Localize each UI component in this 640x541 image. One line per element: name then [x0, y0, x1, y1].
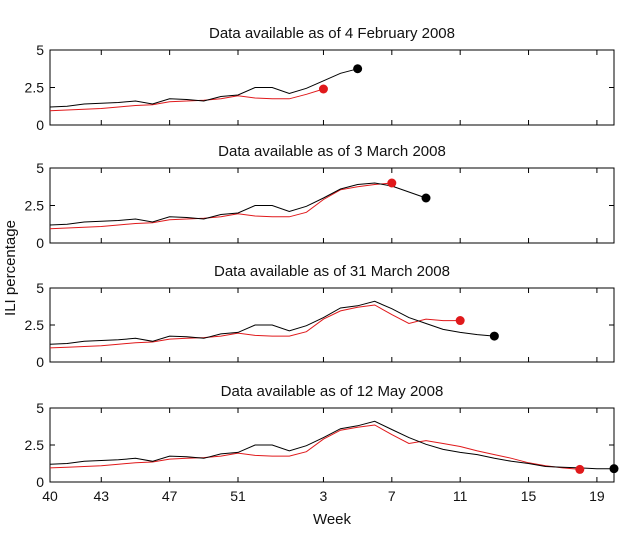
panel-frame: [49, 167, 615, 244]
black-marker: [489, 331, 499, 341]
red-marker: [575, 464, 585, 474]
x-tick-label: 47: [162, 488, 178, 504]
black-series-line: [49, 420, 614, 470]
x-tick-label: 51: [230, 488, 246, 504]
black-series-line: [49, 300, 495, 345]
y-tick-label: 2.5: [25, 80, 45, 96]
y-tick-label: 2.5: [25, 198, 45, 214]
red-series-line: [49, 424, 580, 470]
y-tick-label: 0: [36, 235, 44, 251]
x-tick-label: 15: [521, 488, 537, 504]
y-tick-label: 2.5: [25, 317, 45, 333]
panel-2: Data available as of 3 March 2008 0 2.5 5: [25, 143, 615, 251]
panel-title: Data available as of 12 May 2008: [221, 383, 444, 400]
panel-frame: [49, 407, 615, 483]
y-axis-label: ILI percentage: [2, 220, 19, 316]
x-tick-label: 11: [453, 488, 468, 504]
y-tick-label: 5: [36, 42, 44, 58]
black-marker: [353, 64, 363, 74]
y-tick-label: 2.5: [25, 437, 45, 453]
x-axis-label: Week: [313, 511, 352, 528]
panel-title: Data available as of 3 March 2008: [218, 143, 446, 160]
red-series-line: [49, 304, 461, 349]
x-tick-label: 19: [589, 488, 605, 504]
black-series-line: [49, 182, 427, 226]
panel-frame: [49, 287, 615, 363]
x-tick-label: 43: [93, 488, 109, 504]
panel-title: Data available as of 31 March 2008: [214, 263, 450, 280]
y-tick-label: 0: [36, 117, 44, 133]
x-tick-label: 3: [320, 488, 328, 504]
red-marker: [387, 178, 397, 188]
y-tick-label: 0: [36, 354, 44, 370]
y-tick-label: 5: [36, 280, 44, 296]
black-marker: [421, 193, 431, 203]
panel-title: Data available as of 4 February 2008: [209, 25, 455, 42]
red-series-line: [49, 88, 324, 112]
y-tick-label: 5: [36, 160, 44, 176]
panel-1: Data available as of 4 February 2008 0 2.5…: [25, 25, 615, 133]
y-tick-label: 5: [36, 400, 44, 416]
y-tick-label: 0: [36, 474, 44, 490]
red-marker: [318, 84, 328, 94]
black-marker: [609, 464, 619, 474]
black-series-line: [49, 68, 358, 108]
panel-3: Data available as of 31 March 2008 0 2.5 5: [25, 263, 615, 370]
panel-4: Data available as of 12 May 2008 0 2.5 5 40 4…: [25, 383, 619, 504]
red-series-line: [49, 182, 392, 230]
x-tick-label: 40: [42, 488, 58, 504]
x-tick-label: 7: [388, 488, 396, 504]
panel-frame: [49, 49, 615, 126]
red-marker: [455, 316, 465, 326]
